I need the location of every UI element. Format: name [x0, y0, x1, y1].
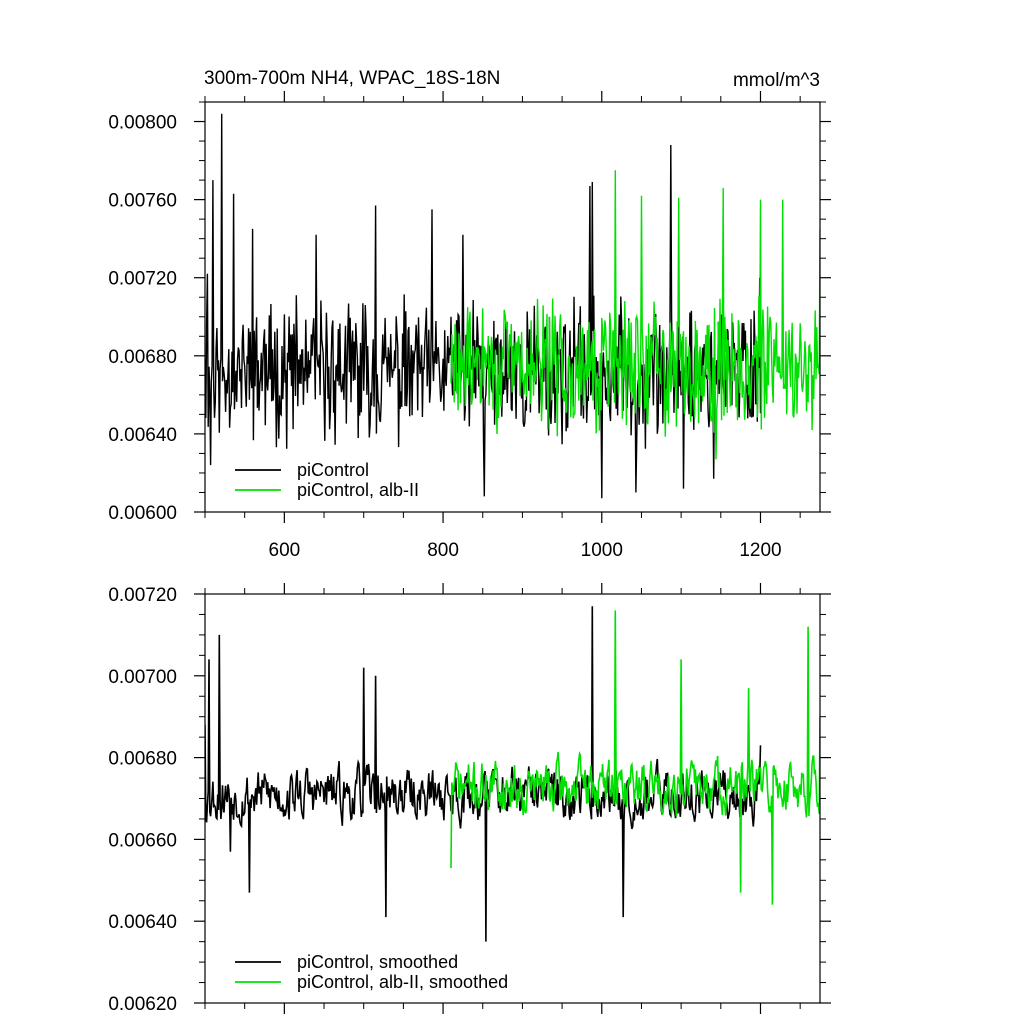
y-tick-label: 0.00640 — [108, 912, 177, 933]
series-line-2 — [450, 610, 820, 905]
bottom-panel: 0.00620 0.00640 0.00660 0.00680 0.00700 0.007… — [108, 583, 831, 1015]
series-line-1 — [205, 113, 762, 499]
y-tick-label: 0.00660 — [108, 830, 177, 851]
y-tick-label: 0.00700 — [108, 667, 177, 688]
top-panel: 600 800 1000 1200 0.00600 0.00640 0.00680 0.007… — [108, 91, 831, 561]
legend-label: piControl, alb-II, smoothed — [297, 972, 508, 992]
x-tick-label: 600 — [269, 540, 301, 561]
x-tick-label: 1200 — [739, 540, 781, 561]
legend-label: piControl — [297, 460, 369, 480]
y-tick-label: 0.00620 — [108, 994, 177, 1015]
plot-frame — [204, 101, 821, 513]
x-tick-label: 800 — [427, 540, 459, 561]
y-tick-label: 0.00640 — [108, 425, 177, 446]
y-tick-label: 0.00760 — [108, 191, 177, 212]
y-tick-label: 0.00600 — [108, 503, 177, 524]
y-tick-label: 0.00680 — [108, 749, 177, 770]
y-tick-label: 0.00800 — [108, 113, 177, 134]
series-line-2 — [450, 170, 820, 460]
legend-label: piControl, alb-II — [297, 480, 419, 500]
y-tick-label: 0.00720 — [108, 269, 177, 290]
y-tick-label: 0.00680 — [108, 347, 177, 368]
chart-title: 300m-700m NH4, WPAC_18S-18N — [204, 68, 500, 89]
x-tick-label: 1000 — [581, 540, 623, 561]
legend-label: piControl, smoothed — [297, 952, 458, 972]
units-label: mmol/m^3 — [733, 70, 820, 91]
y-tick-label: 0.00720 — [108, 585, 177, 606]
